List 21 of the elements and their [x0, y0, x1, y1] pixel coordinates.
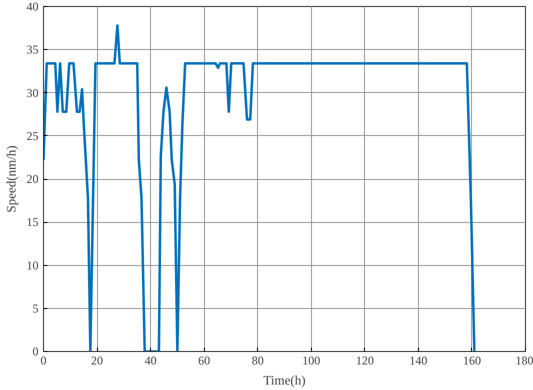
x-tick-label: 120 — [356, 354, 374, 368]
x-tick-label: 180 — [516, 354, 533, 368]
x-tick-label: 160 — [462, 354, 481, 368]
x-tick-label: 80 — [252, 354, 264, 368]
y-axis-title: Speed(nm/h) — [4, 145, 18, 213]
x-axis-title: Time(h) — [263, 372, 306, 388]
y-tick-label: 10 — [26, 258, 38, 272]
y-tick-label: 40 — [26, 0, 38, 14]
x-tick-label: 100 — [302, 354, 320, 368]
y-tick-label: 5 — [32, 301, 38, 316]
y-tick-label: 35 — [26, 42, 38, 57]
x-tick-label: 20 — [91, 354, 104, 368]
x-tick-label: 140 — [409, 354, 428, 368]
x-tick-label: 60 — [198, 354, 210, 368]
y-tick-label: 30 — [26, 86, 38, 100]
x-tick-label: 40 — [144, 354, 157, 368]
y-tick-label: 20 — [26, 172, 38, 186]
y-tick-label: 0 — [32, 344, 38, 358]
y-tick-label: 15 — [26, 215, 38, 230]
y-tick-label: 25 — [26, 128, 38, 143]
line-series — [44, 24, 476, 352]
